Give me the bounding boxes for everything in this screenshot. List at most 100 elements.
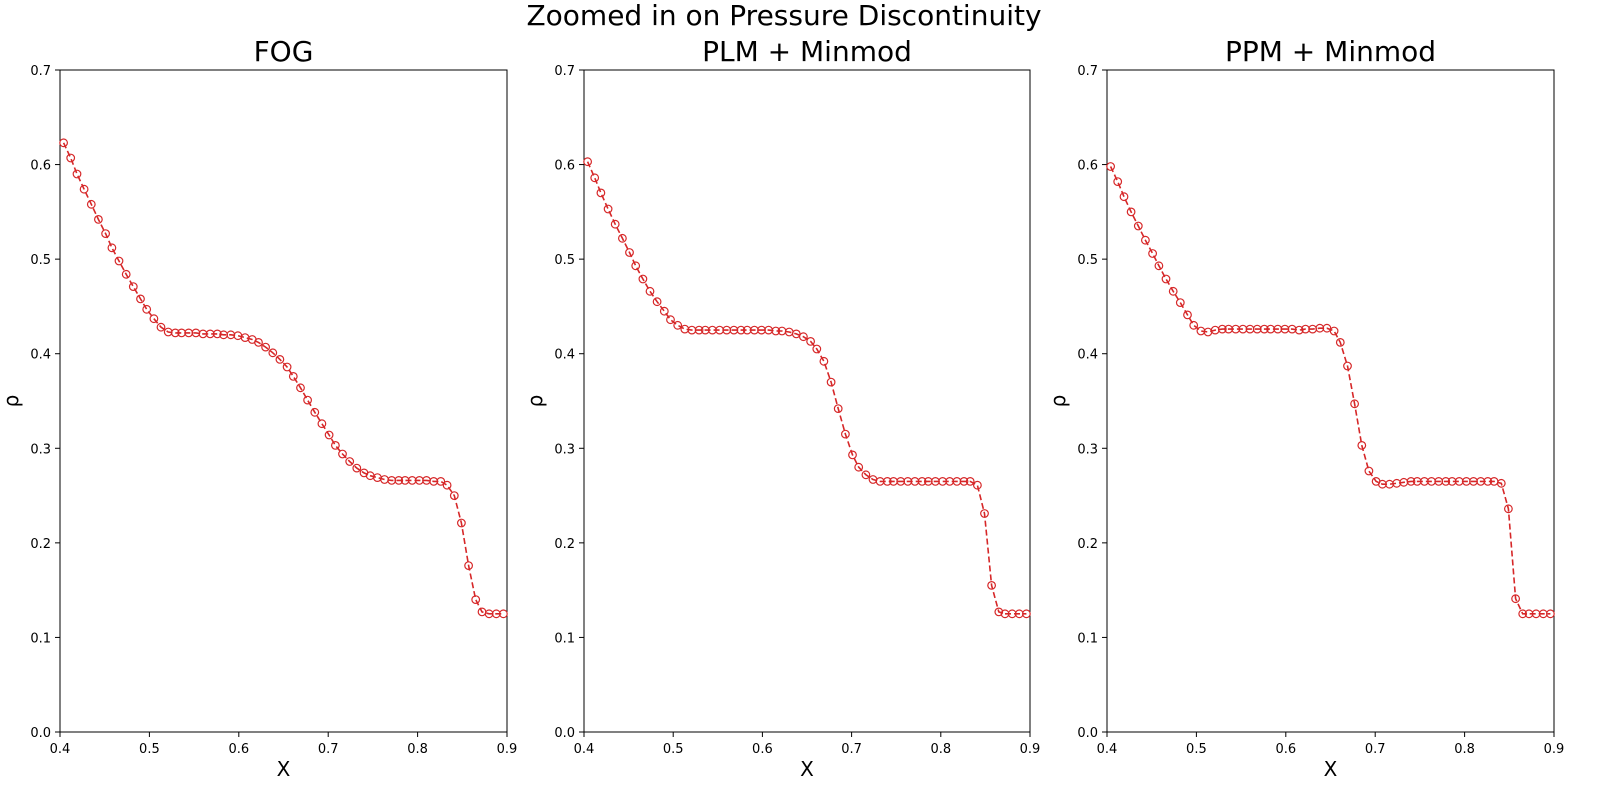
- data-point: [973, 480, 982, 490]
- data-point: [268, 348, 278, 358]
- figure-suptitle: Zoomed in on Pressure Discontinuity: [526, 0, 1041, 32]
- y-tick-label: 0.3: [30, 442, 51, 457]
- y-tick-label: 0.0: [1077, 726, 1098, 741]
- data-point: [352, 463, 362, 473]
- data-point: [1350, 399, 1359, 409]
- data-point: [1113, 177, 1123, 187]
- data-point: [1294, 325, 1304, 335]
- data-point: [854, 462, 864, 472]
- data-point: [1335, 338, 1345, 347]
- data-point: [93, 214, 103, 224]
- y-tick-label: 0.6: [30, 159, 51, 174]
- data-point: [136, 294, 145, 304]
- data-point: [66, 153, 76, 163]
- data-point: [596, 188, 606, 198]
- data-point: [959, 477, 969, 486]
- data-point: [1496, 478, 1506, 488]
- data-point: [652, 297, 662, 307]
- data-point: [1168, 286, 1178, 296]
- y-tick-label: 0.2: [1077, 537, 1098, 552]
- data-point: [980, 509, 989, 518]
- data-point: [59, 138, 68, 148]
- x-tick-label: 0.9: [497, 742, 518, 757]
- data-point: [1364, 466, 1374, 476]
- y-tick-label: 0.4: [1077, 348, 1098, 363]
- series-line: [586, 161, 1027, 615]
- x-tick-label: 0.8: [930, 742, 951, 757]
- data-point: [965, 477, 975, 486]
- data-point: [819, 356, 829, 366]
- data-point: [736, 325, 746, 335]
- panel-title: PPM + Minmod: [1225, 35, 1436, 68]
- data-point: [338, 449, 347, 459]
- x-tick-label: 0.7: [1365, 742, 1386, 757]
- data-point: [610, 219, 620, 229]
- data-point: [303, 395, 313, 405]
- plot-frame: [1106, 69, 1555, 733]
- data-point: [310, 407, 320, 417]
- data-point: [1406, 477, 1416, 486]
- data-point: [638, 274, 648, 284]
- x-axis-label: X: [800, 757, 814, 781]
- panel-title: PLM + Minmod: [702, 35, 912, 68]
- data-point: [288, 372, 298, 381]
- data-point: [394, 476, 404, 485]
- data-point: [861, 470, 871, 480]
- y-tick-label: 0.1: [554, 631, 575, 646]
- data-point: [324, 430, 334, 440]
- data-point: [1503, 504, 1513, 514]
- y-tick-label: 0.0: [554, 726, 575, 741]
- data-point: [72, 169, 82, 179]
- data-point: [464, 561, 474, 570]
- y-tick-label: 0.1: [1077, 631, 1098, 646]
- data-point: [848, 450, 857, 460]
- x-tick-label: 0.5: [1186, 742, 1207, 757]
- y-axis-label: ρ: [1046, 395, 1070, 408]
- data-point: [1140, 235, 1150, 245]
- x-tick-label: 0.6: [1275, 742, 1296, 757]
- data-point: [1133, 221, 1143, 231]
- data-point: [331, 441, 340, 450]
- data-point: [212, 329, 222, 339]
- y-tick-label: 0.7: [30, 64, 51, 79]
- y-tick-label: 0.6: [1077, 159, 1098, 174]
- y-tick-label: 0.4: [554, 348, 575, 363]
- y-tick-label: 0.2: [30, 537, 51, 552]
- data-point: [806, 337, 815, 346]
- data-point: [1483, 477, 1493, 486]
- data-point: [1357, 441, 1367, 450]
- x-tick-label: 0.6: [228, 742, 249, 757]
- data-point: [841, 429, 850, 439]
- data-point: [1322, 323, 1332, 333]
- x-tick-label: 0.9: [1544, 742, 1565, 757]
- x-tick-label: 0.9: [1020, 742, 1041, 757]
- x-tick-label: 0.4: [50, 742, 71, 757]
- data-point: [1161, 274, 1171, 284]
- data-point: [1175, 298, 1185, 308]
- data-point: [121, 269, 131, 279]
- y-tick-label: 0.0: [30, 726, 51, 741]
- y-tick-label: 0.5: [1077, 253, 1098, 268]
- y-axis-label: ρ: [523, 395, 547, 408]
- panel-1: FOG 0.4 0.5 0.6 0.7 0.8 0.9 0.0 0.1 0.2 0.3 0.4 0.5 0…: [0, 35, 517, 781]
- data-point: [1217, 324, 1227, 334]
- data-point: [673, 320, 683, 330]
- y-tick-label: 0.2: [554, 537, 575, 552]
- data-point: [317, 419, 327, 429]
- data-point: [79, 184, 89, 194]
- data-point: [799, 332, 808, 342]
- panel-title: FOG: [254, 35, 314, 68]
- data-point: [1106, 162, 1115, 171]
- plot-frame: [583, 69, 1031, 733]
- data-point: [282, 362, 292, 372]
- x-tick-label: 0.4: [574, 742, 595, 757]
- data-point: [826, 377, 836, 387]
- data-point: [1329, 326, 1339, 336]
- y-tick-label: 0.7: [554, 64, 575, 79]
- data-point: [618, 233, 627, 243]
- data-point: [666, 315, 675, 325]
- x-tick-label: 0.5: [139, 742, 160, 757]
- x-axis-label: X: [1324, 757, 1338, 781]
- data-point: [471, 595, 481, 604]
